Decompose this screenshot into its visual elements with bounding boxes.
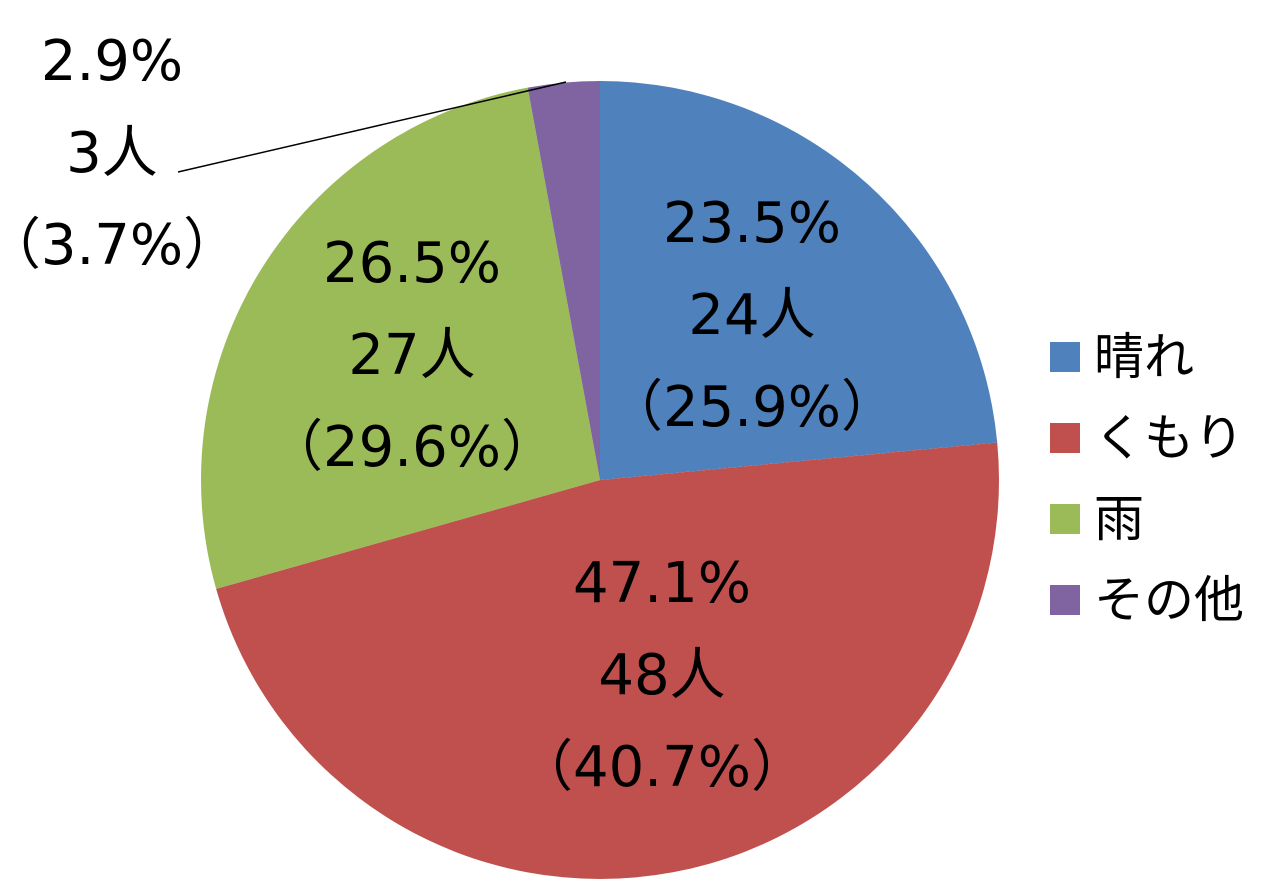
pie-slice-rain	[201, 87, 600, 589]
data-label-sunny-secondary: （25.9%）	[607, 375, 897, 440]
data-label-rain-secondary: （29.6%）	[267, 415, 557, 480]
legend-label-sunny: 晴れ	[1094, 328, 1194, 386]
legend-item-other: その他	[1050, 571, 1244, 629]
data-label-cloudy-percent: 47.1%	[573, 551, 751, 616]
data-label-sunny: 23.5% 24人 （25.9%）	[607, 191, 897, 440]
data-label-other-secondary: （3.7%）	[0, 213, 239, 278]
legend-item-sunny: 晴れ	[1050, 328, 1194, 386]
data-label-other-percent: 2.9%	[41, 29, 183, 94]
pie-slices	[201, 81, 1000, 880]
data-label-rain-count: 27人	[348, 323, 475, 388]
legend-label-cloudy: くもり	[1094, 409, 1244, 467]
data-label-cloudy-secondary: （40.7%）	[517, 735, 807, 800]
pie-slice-other	[527, 81, 600, 480]
data-label-cloudy: 47.1% 48人 （40.7%）	[517, 551, 807, 800]
data-label-sunny-count: 24人	[688, 283, 815, 348]
legend-swatch-rain	[1050, 504, 1080, 534]
data-label-other: 2.9% 3人 （3.7%）	[0, 29, 239, 278]
data-label-cloudy-count: 48人	[598, 643, 725, 708]
legend-label-rain: 雨	[1094, 490, 1144, 548]
legend-swatch-sunny	[1050, 342, 1080, 372]
data-label-other-count: 3人	[66, 121, 158, 186]
data-label-rain-percent: 26.5%	[323, 231, 501, 296]
legend-swatch-cloudy	[1050, 423, 1080, 453]
data-label-sunny-percent: 23.5%	[663, 191, 841, 256]
legend-item-rain: 雨	[1050, 490, 1144, 548]
legend-label-other: その他	[1094, 571, 1244, 629]
legend-swatch-other	[1050, 585, 1080, 615]
data-label-rain: 26.5% 27人 （29.6%）	[267, 231, 557, 480]
legend-item-cloudy: くもり	[1050, 409, 1244, 467]
leader-line-other	[177, 81, 567, 173]
pie-slice-sunny	[600, 81, 998, 480]
legend: 晴れ くもり 雨 その他	[1050, 328, 1244, 629]
pie-slice-cloudy	[216, 442, 1000, 880]
